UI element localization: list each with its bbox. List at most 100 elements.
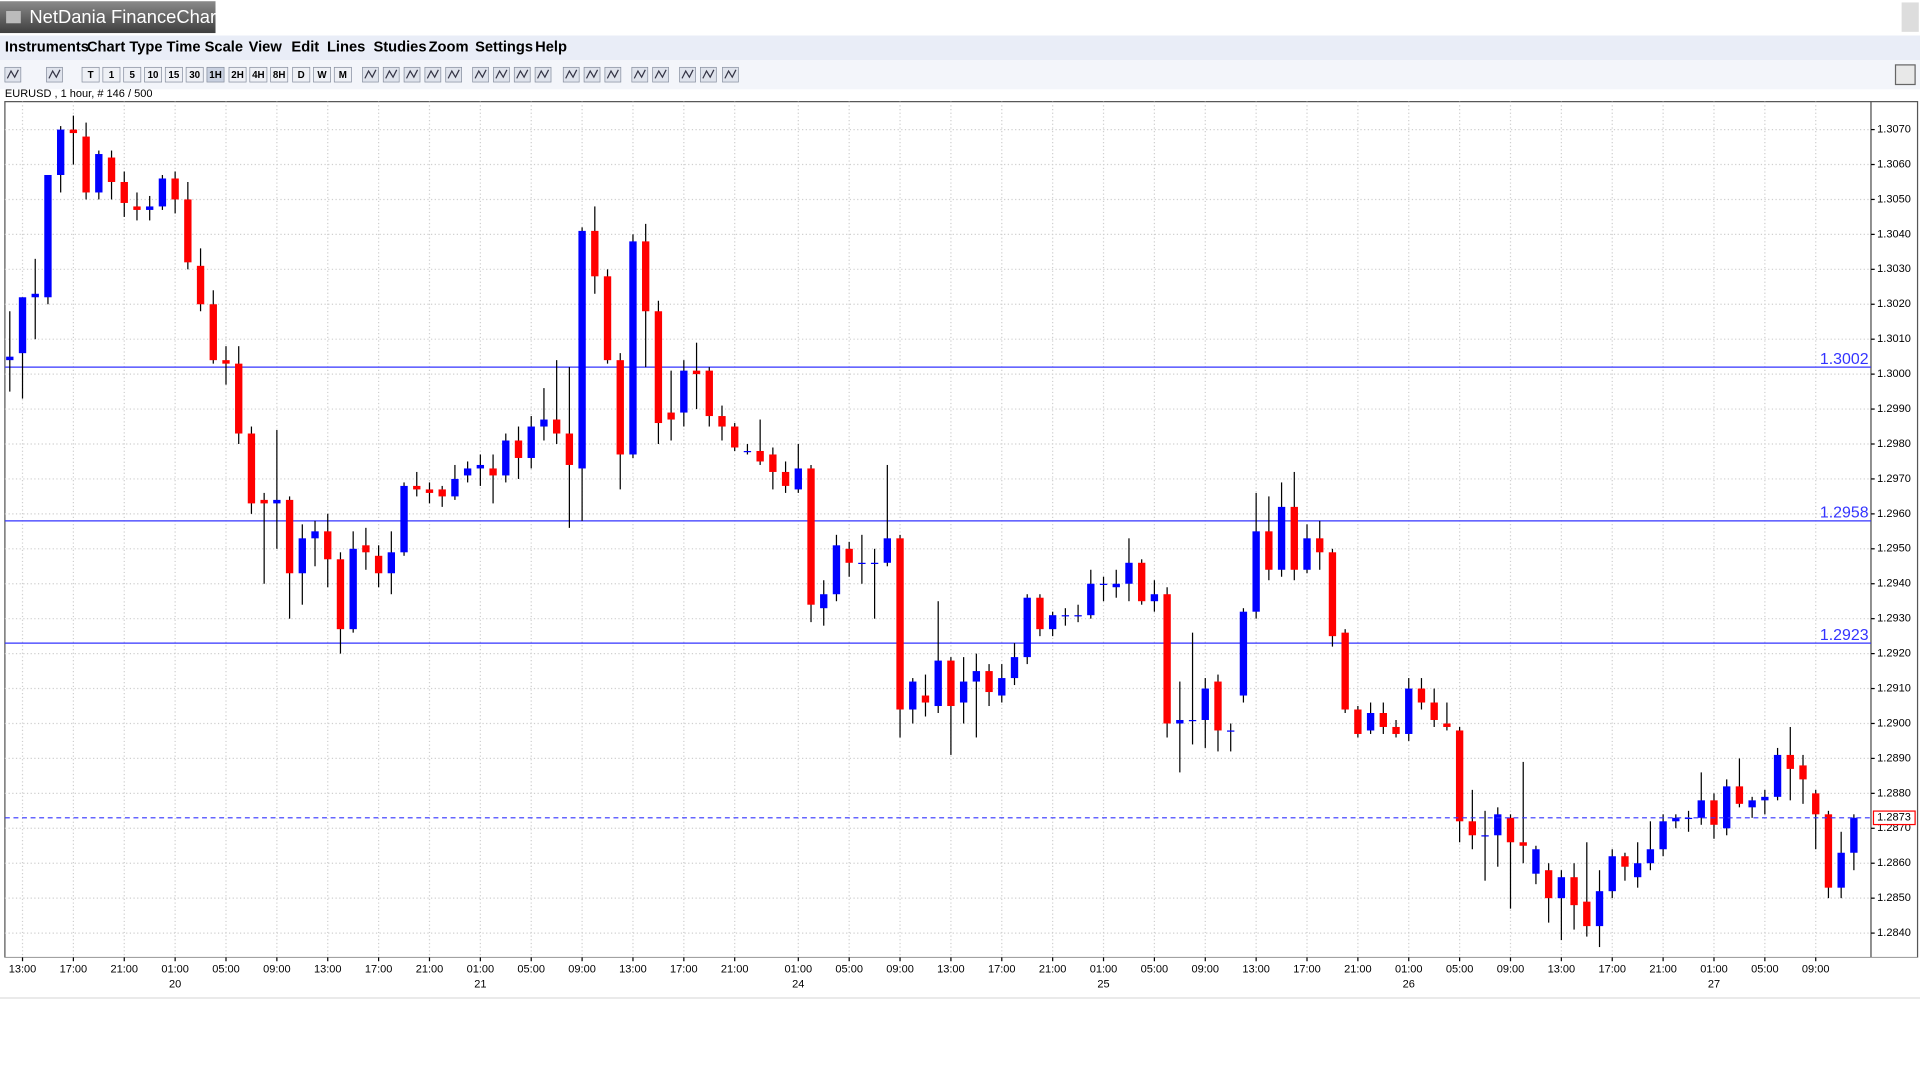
candle-body	[1163, 594, 1171, 724]
timeframe-label[interactable]: M	[339, 70, 347, 81]
y-tick-label: 1.2860	[1877, 857, 1911, 869]
timeframe-button[interactable]	[102, 66, 121, 83]
candle-body	[502, 440, 510, 476]
tool-glyph	[585, 69, 599, 79]
menu-item[interactable]: Lines	[327, 40, 365, 56]
candle-body	[1710, 800, 1718, 825]
menu-item[interactable]: View	[249, 40, 283, 56]
candle-body	[896, 538, 904, 710]
x-tick-label: 13:00	[314, 964, 342, 976]
x-tick-label: 21:00	[1344, 964, 1372, 976]
x-tick-label: 17:00	[365, 964, 393, 976]
menu-item[interactable]: Help	[535, 40, 567, 56]
timeframe-button[interactable]	[249, 66, 268, 83]
timeframe-label[interactable]: 10	[148, 70, 159, 81]
timeframe-button[interactable]	[292, 66, 311, 83]
time-axis	[0, 957, 1920, 998]
menu-item[interactable]: Settings	[475, 40, 533, 56]
tool-glyph	[681, 69, 694, 79]
candle-body	[107, 157, 116, 182]
timeframe-label[interactable]: W	[317, 70, 327, 81]
timeframe-label[interactable]: 2H	[231, 70, 244, 81]
tool-glyph	[447, 69, 460, 79]
timeframe-button[interactable]	[313, 66, 331, 83]
x-tick-label: 17:00	[1598, 964, 1626, 976]
y-tick-label: 1.2940	[1877, 578, 1911, 590]
candle-body	[425, 489, 434, 493]
y-tick-label: 1.3010	[1877, 333, 1911, 345]
candle-body	[1201, 688, 1209, 720]
candle-body	[1544, 870, 1553, 899]
candle-body	[1125, 562, 1133, 584]
timeframe-label[interactable]: 8H	[273, 70, 286, 81]
candle-body	[565, 433, 574, 465]
x-tick-label: 01:00	[785, 964, 813, 976]
y-tick-label: 1.3060	[1877, 158, 1911, 170]
timeframe-label[interactable]: 1	[109, 70, 115, 81]
timeframe-label[interactable]: 1H	[209, 70, 222, 81]
timeframe-button[interactable]	[81, 66, 100, 83]
timeframe-label[interactable]: 4H	[252, 70, 265, 81]
timeframe-label[interactable]: 15	[168, 70, 179, 81]
menu-item[interactable]: Instruments	[5, 40, 89, 56]
title-tab	[0, 1, 216, 34]
timeframe-button[interactable]	[333, 66, 352, 83]
candle-body	[832, 545, 841, 595]
menu-item[interactable]: Time Scale	[167, 40, 243, 56]
y-tick-label: 1.2890	[1877, 752, 1911, 764]
panel-button[interactable]	[1894, 64, 1916, 86]
timeframe-button[interactable]	[123, 66, 142, 83]
timeframe-label[interactable]: D	[298, 70, 305, 81]
timeframe-button[interactable]	[185, 66, 204, 83]
candle-body	[1773, 754, 1782, 797]
x-tick-label: 05:00	[835, 964, 863, 976]
candle-body	[1176, 719, 1184, 724]
timeframe-button[interactable]	[228, 66, 247, 83]
timeframe-button[interactable]	[206, 66, 225, 83]
x-tick-label: 17:00	[1293, 964, 1321, 976]
candle-body	[374, 555, 383, 574]
candle-body	[947, 660, 955, 707]
candle-body	[1099, 583, 1108, 585]
candle-body	[1252, 531, 1260, 612]
timeframe-button[interactable]	[144, 66, 162, 83]
candle-body	[222, 360, 230, 364]
candle-body	[400, 485, 408, 553]
candle-body	[311, 531, 319, 539]
menu-item[interactable]: Studies	[373, 40, 426, 56]
info-bar	[0, 89, 1920, 102]
candle-body	[184, 199, 192, 263]
candle-body	[1303, 538, 1311, 570]
y-tick-label: 1.3020	[1877, 298, 1911, 310]
menu-item[interactable]: Edit	[291, 40, 319, 56]
level-label: 1.2923	[1820, 627, 1869, 644]
x-tick-label: 21:00	[1649, 964, 1677, 976]
x-tick-label: 17:00	[670, 964, 698, 976]
candle-body	[1837, 852, 1845, 888]
menu-item[interactable]: Chart Type	[87, 40, 163, 56]
candle-body	[972, 671, 981, 682]
candle-body	[642, 241, 650, 312]
timeframe-button[interactable]	[164, 66, 183, 83]
x-tick-label: 05:00	[1446, 964, 1474, 976]
timeframe-label[interactable]: 30	[189, 70, 200, 81]
candle-body	[1430, 702, 1438, 720]
y-tick-label: 1.2990	[1877, 403, 1911, 415]
timeframe-label[interactable]: 5	[130, 70, 136, 81]
timeframe-button[interactable]	[270, 66, 289, 83]
y-tick-label: 1.2900	[1877, 717, 1911, 729]
day-label: 21	[474, 978, 486, 990]
candle-body	[82, 136, 90, 193]
candle-body	[158, 178, 167, 207]
y-tick-label: 1.2870	[1877, 822, 1911, 834]
tool-glyph	[702, 69, 715, 79]
timeframe-label[interactable]: T	[88, 70, 94, 81]
candle-body	[1277, 506, 1286, 570]
candle-body	[1405, 688, 1413, 734]
candle-body	[1455, 730, 1464, 822]
menu-item[interactable]: Zoom	[429, 40, 469, 56]
candle-body	[298, 538, 306, 574]
y-tick-label: 1.2970	[1877, 473, 1911, 485]
candle-body	[1570, 877, 1578, 906]
candle-body	[1227, 730, 1235, 732]
